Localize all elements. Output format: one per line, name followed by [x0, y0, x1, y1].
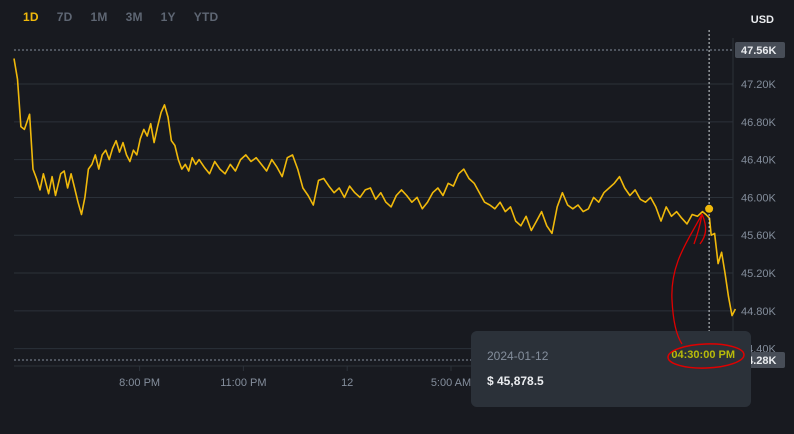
y-tick-label: 47.20K — [741, 79, 777, 91]
tab-3m[interactable]: 3M — [125, 10, 143, 24]
x-tick-label: 8:00 PM — [119, 377, 160, 389]
high-price-label: 47.56K — [741, 45, 777, 57]
high-price-box — [735, 42, 785, 58]
price-line-series — [13, 58, 737, 317]
x-tick-label: 5:00 AM — [431, 377, 471, 389]
timeframe-tabs: 1D 7D 1M 3M 1Y YTD — [14, 8, 227, 26]
x-tick-label: 12 — [341, 377, 353, 389]
tab-ytd[interactable]: YTD — [193, 10, 219, 24]
tab-1y[interactable]: 1Y — [160, 10, 176, 24]
x-tick-label: 11:00 PM — [220, 377, 266, 389]
hover-point — [705, 204, 714, 213]
y-tick-label: 46.80K — [741, 117, 777, 129]
tab-7d[interactable]: 7D — [56, 10, 73, 24]
tooltip-date: 2024-01-12 — [487, 349, 549, 363]
y-tick-label: 46.40K — [741, 155, 777, 167]
y-tick-label: 45.20K — [741, 268, 777, 280]
y-tick-label: 45.60K — [741, 230, 777, 242]
tab-1d[interactable]: 1D — [23, 10, 39, 24]
tab-1m[interactable]: 1M — [90, 10, 108, 24]
y-tick-label: 44.80K — [741, 306, 777, 318]
currency-label: USD — [750, 14, 774, 26]
tooltip-price: $ 45,878.5 — [487, 374, 544, 388]
y-tick-label: 46.00K — [741, 192, 777, 204]
tooltip-time: 04:30:00 PM — [671, 349, 735, 361]
price-tooltip: 2024-01-12 04:30:00 PM $ 45,878.5 — [471, 331, 751, 407]
